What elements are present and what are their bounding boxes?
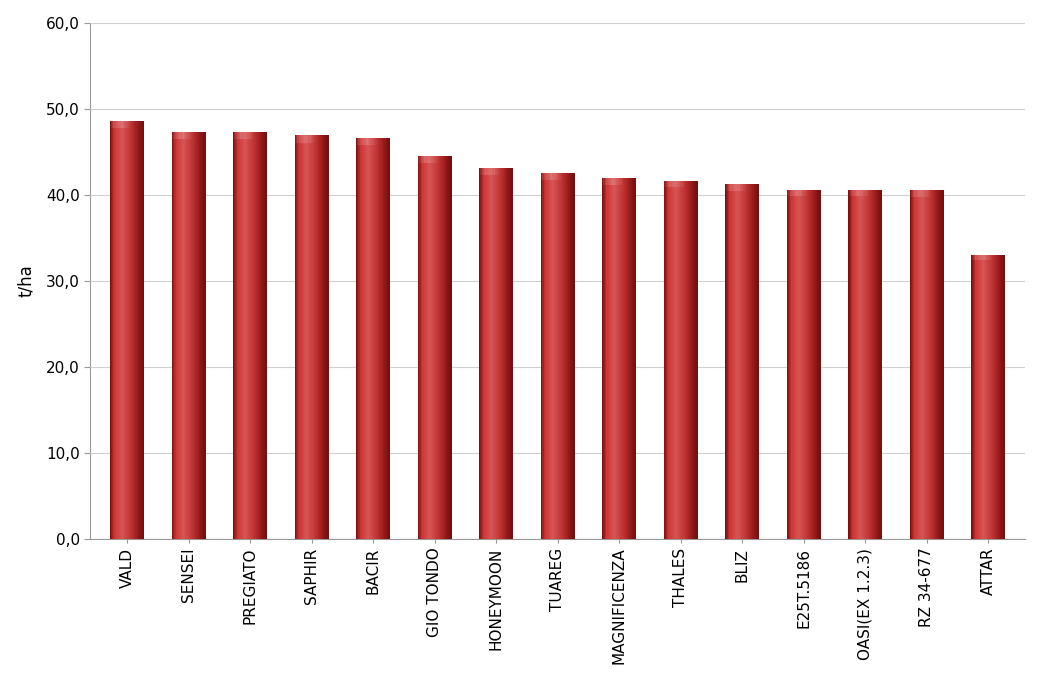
Y-axis label: t/ha: t/ha [17, 264, 34, 297]
